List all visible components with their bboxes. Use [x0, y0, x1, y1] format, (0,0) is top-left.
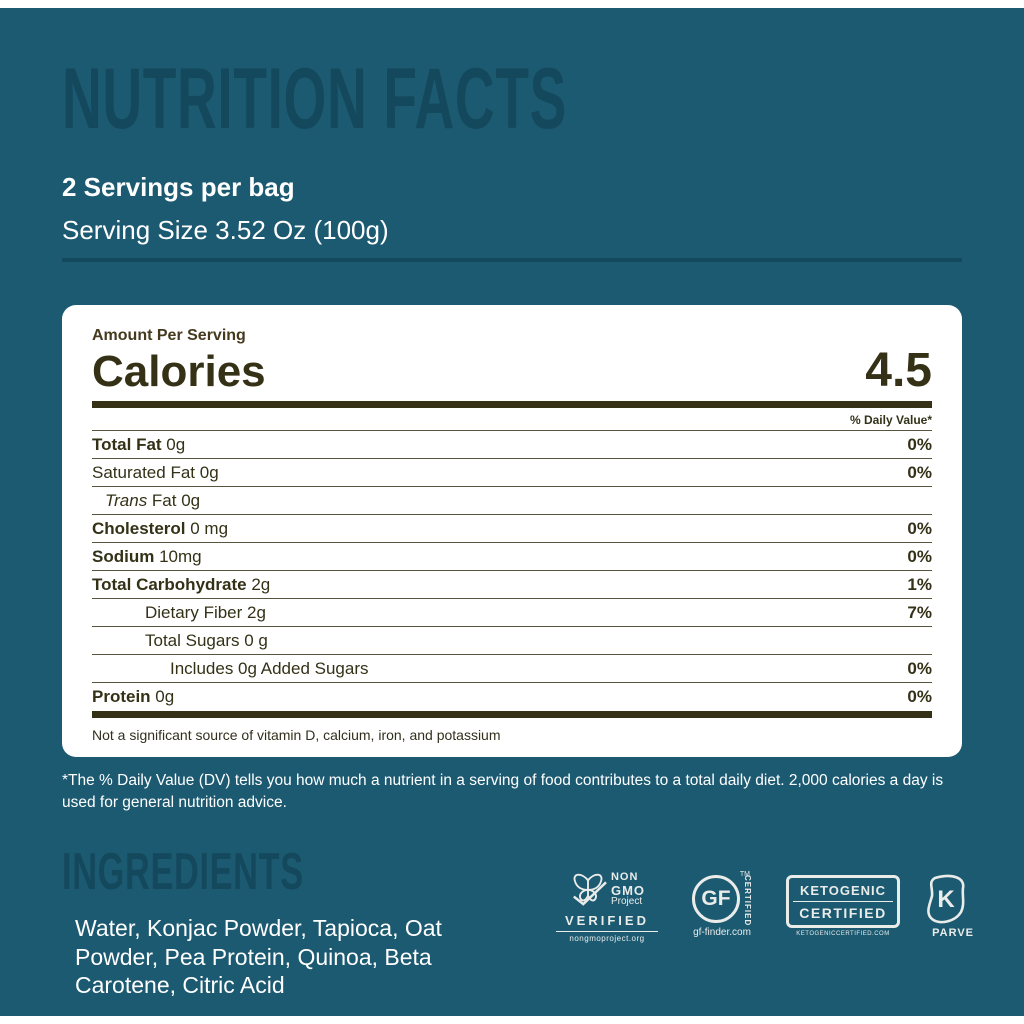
- non-gmo-verified-text: VERIFIED: [565, 912, 649, 928]
- nutrient-row: Trans Fat 0g: [92, 487, 932, 515]
- non-gmo-line2: GMO: [610, 882, 646, 898]
- non-gmo-badge: NON GMO Project VERIFIED nongmoproject.o…: [556, 870, 658, 943]
- ingredients-title: INGREDIENTS: [62, 843, 304, 901]
- not-significant-note: Not a significant source of vitamin D, c…: [92, 727, 501, 743]
- ketogenic-url: KETOGENICCERTIFIED.COM: [796, 931, 890, 937]
- butterfly-icon: [569, 870, 607, 911]
- nutrient-daily-value: 7%: [907, 602, 932, 622]
- parve-label: PARVE: [932, 926, 974, 939]
- nutrient-row: Saturated Fat 0g 0%: [92, 459, 932, 487]
- daily-value-footnote: *The % Daily Value (DV) tells you how mu…: [62, 772, 944, 811]
- gluten-free-badge: TM GF CERTIFIED gf-finder.com: [676, 871, 768, 938]
- nutrient-row: Total Sugars 0 g: [92, 627, 932, 655]
- ketogenic-line2: CERTIFIED: [799, 905, 887, 921]
- ingredients-list: Water, Konjac Powder, Tapioca, Oat Powde…: [75, 915, 442, 998]
- daily-value-header: % Daily Value*: [92, 408, 932, 431]
- nutrient-name: Cholesterol 0 mg: [92, 518, 229, 538]
- amount-per-serving-label: Amount Per Serving: [92, 327, 246, 344]
- nutrient-daily-value: 0%: [907, 546, 932, 566]
- certification-badges: NON GMO Project VERIFIED nongmoproject.o…: [556, 866, 992, 946]
- header-divider: [62, 258, 962, 262]
- ketogenic-certified-badge: KETOGENIC CERTIFIED KETOGENICCERTIFIED.C…: [786, 875, 900, 937]
- ketogenic-badge-box: KETOGENIC CERTIFIED: [786, 875, 900, 928]
- gf-tm-mark: TM: [739, 870, 750, 878]
- nutrient-row: Total Fat 0g 0%: [92, 431, 932, 459]
- gf-badge-row: GF CERTIFIED: [692, 874, 752, 926]
- nutrient-row: Dietary Fiber 2g 7%: [92, 599, 932, 627]
- nutrient-name: Protein 0g: [92, 687, 175, 706]
- nutrient-name: Includes 0g Added Sugars: [170, 658, 369, 678]
- nutrient-name: Saturated Fat 0g: [92, 462, 219, 482]
- nutrient-row: Protein 0g 0%: [92, 683, 932, 711]
- kosher-parve-badge: K PARVE: [918, 874, 974, 939]
- nutrient-row: Cholesterol 0 mg 0%: [92, 515, 932, 543]
- non-gmo-line1: NON: [610, 871, 639, 884]
- nutrient-name: Total Fat 0g: [92, 434, 186, 454]
- gf-circle-icon: GF: [692, 874, 740, 923]
- nutrient-name: Total Carbohydrate 2g: [92, 574, 271, 594]
- gf-certified-text: CERTIFIED: [743, 874, 752, 926]
- nutrient-name: Trans Fat 0g: [105, 490, 201, 510]
- non-gmo-badge-top: NON GMO Project: [569, 870, 645, 911]
- bottom-divider-bar: [92, 711, 932, 718]
- nutrient-rows: Total Fat 0g 0% Saturated Fat 0g 0% Trans Fa…: [92, 431, 932, 711]
- nutrient-daily-value: 0%: [907, 687, 932, 706]
- gf-url: gf-finder.com: [693, 926, 751, 938]
- nutrient-daily-value: 0%: [907, 658, 932, 678]
- nutrient-daily-value: 0%: [907, 462, 932, 482]
- nutrient-row: Includes 0g Added Sugars 0%: [92, 655, 932, 683]
- calories-divider-bar: [92, 401, 932, 408]
- calories-row: Calories 4.5: [92, 347, 932, 395]
- nutrient-name: Sodium 10mg: [92, 546, 202, 566]
- page-title: NUTRITION FACTS: [62, 51, 567, 147]
- nutrient-name: Dietary Fiber 2g: [145, 602, 266, 622]
- kosher-leaf-icon: K: [923, 874, 969, 931]
- nutrient-daily-value: 1%: [907, 574, 932, 594]
- nutrient-row: Sodium 10mg 0%: [92, 543, 932, 571]
- calories-value: 4.5: [865, 344, 932, 397]
- non-gmo-url: nongmoproject.org: [556, 930, 658, 943]
- servings-per-bag: 2 Servings per bag: [62, 172, 295, 202]
- calories-label: Calories: [92, 346, 266, 396]
- ketogenic-line1: KETOGENIC: [793, 883, 893, 902]
- nutrient-daily-value: 0%: [907, 434, 932, 454]
- kosher-k-letter: K: [937, 886, 955, 913]
- nutrient-row: Total Carbohydrate 2g 1%: [92, 571, 932, 599]
- serving-size: Serving Size 3.52 Oz (100g): [62, 215, 389, 245]
- non-gmo-line3: Project: [610, 896, 643, 908]
- nutrient-daily-value: 0%: [907, 518, 932, 538]
- nutrient-name: Total Sugars 0 g: [145, 630, 268, 650]
- non-gmo-words: NON GMO Project: [611, 872, 645, 908]
- nutrition-facts-card: Amount Per Serving Calories 4.5 % Daily …: [62, 305, 962, 757]
